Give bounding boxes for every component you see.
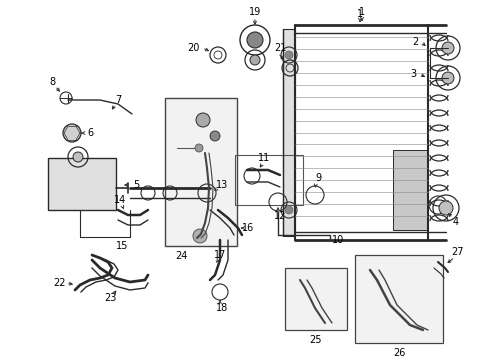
Circle shape bbox=[209, 131, 220, 141]
Bar bbox=[283, 29, 294, 236]
Circle shape bbox=[441, 42, 453, 54]
Circle shape bbox=[441, 72, 453, 84]
Text: 3: 3 bbox=[409, 69, 415, 79]
Circle shape bbox=[438, 201, 452, 215]
Circle shape bbox=[246, 32, 263, 48]
Circle shape bbox=[196, 113, 209, 127]
Text: 27: 27 bbox=[451, 247, 463, 257]
Text: 4: 4 bbox=[452, 217, 458, 227]
Text: 15: 15 bbox=[116, 241, 128, 251]
Circle shape bbox=[249, 55, 260, 65]
Text: 17: 17 bbox=[213, 250, 226, 260]
Text: 10: 10 bbox=[331, 235, 344, 245]
Text: 26: 26 bbox=[392, 348, 405, 358]
Circle shape bbox=[285, 206, 292, 214]
Text: 19: 19 bbox=[248, 7, 261, 17]
Text: 25: 25 bbox=[309, 335, 322, 345]
Text: 16: 16 bbox=[242, 223, 254, 233]
Bar bbox=[48, 158, 116, 210]
Text: 7: 7 bbox=[115, 95, 121, 105]
Text: 24: 24 bbox=[174, 251, 187, 261]
Text: 20: 20 bbox=[186, 43, 199, 53]
Bar bbox=[164, 98, 237, 246]
Text: 21: 21 bbox=[273, 43, 285, 53]
Text: 1: 1 bbox=[358, 7, 365, 17]
Text: 1: 1 bbox=[356, 9, 362, 19]
Text: 13: 13 bbox=[215, 180, 228, 190]
Text: 8: 8 bbox=[49, 77, 55, 87]
Text: 18: 18 bbox=[215, 303, 228, 313]
Bar bbox=[285, 268, 346, 330]
Circle shape bbox=[73, 152, 83, 162]
Text: 6: 6 bbox=[87, 128, 93, 138]
Text: 12: 12 bbox=[273, 211, 285, 221]
Text: 22: 22 bbox=[54, 278, 66, 288]
Bar bbox=[392, 150, 427, 230]
Text: 5: 5 bbox=[133, 180, 139, 190]
Circle shape bbox=[63, 124, 81, 142]
Circle shape bbox=[193, 229, 206, 243]
Bar bbox=[354, 255, 442, 343]
Text: 11: 11 bbox=[257, 153, 269, 163]
Text: 23: 23 bbox=[103, 293, 116, 303]
Bar bbox=[235, 155, 303, 205]
Text: 9: 9 bbox=[314, 173, 321, 183]
Circle shape bbox=[285, 51, 292, 59]
Text: 14: 14 bbox=[114, 195, 126, 205]
Circle shape bbox=[195, 144, 203, 152]
Text: 2: 2 bbox=[411, 37, 417, 47]
